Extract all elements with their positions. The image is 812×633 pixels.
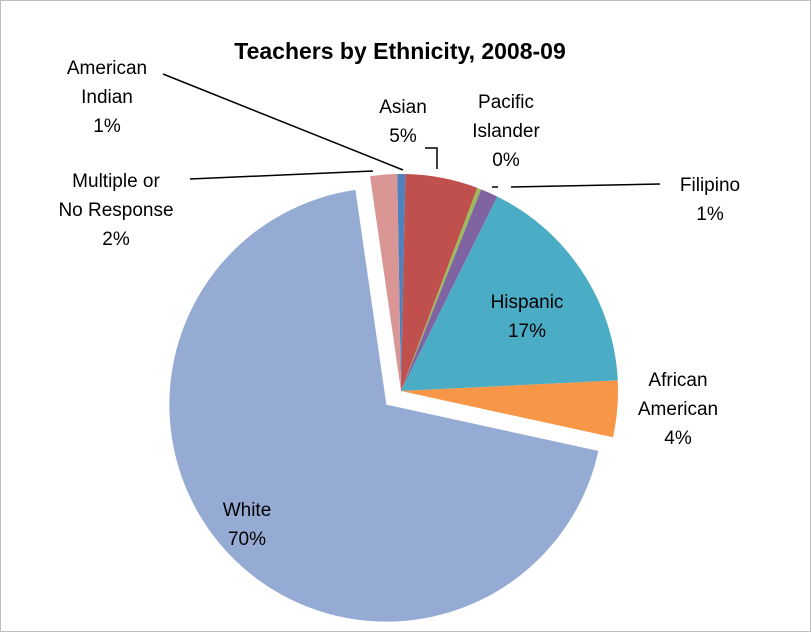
pie-slice-asian: [401, 174, 478, 391]
data-label-line: 70%: [228, 529, 266, 550]
data-label-line: Multiple or: [72, 171, 160, 192]
pie-slice-american-indian: [397, 174, 406, 391]
data-label-american-indian: American Indian 1%: [67, 58, 147, 137]
pie-slice-multiple-or-no-response: [370, 174, 401, 391]
leader-line-american-indian: [162, 73, 404, 171]
data-label-line: 4%: [664, 428, 692, 449]
data-label-line: American: [67, 58, 147, 79]
leader-lines: [162, 73, 661, 188]
data-label-line: 1%: [93, 116, 121, 137]
leader-line-asian: [425, 147, 438, 169]
data-label-hispanic: Hispanic 17%: [491, 292, 564, 342]
data-label-filipino: Filipino 1%: [680, 175, 740, 225]
data-label-line: 5%: [389, 126, 417, 147]
leader-line-filipino: [510, 183, 661, 188]
data-label-african-american: African American 4%: [638, 370, 718, 449]
data-label-line: Asian: [379, 97, 427, 118]
data-label-line: African: [648, 370, 707, 391]
data-label-line: Filipino: [680, 175, 740, 196]
data-label-pacific-islander: Pacific Islander 0%: [472, 92, 540, 171]
pie-slice-african-american: [401, 380, 618, 438]
data-label-line: Islander: [472, 121, 540, 142]
pie-slices: [169, 174, 618, 622]
data-label-line: American: [638, 399, 718, 420]
pie-slice-filipino: [401, 189, 498, 391]
data-label-line: 0%: [492, 150, 520, 171]
leader-line-multiple-or-no-response: [189, 170, 374, 180]
chart-title: Teachers by Ethnicity, 2008-09: [234, 38, 566, 64]
data-label-line: 17%: [508, 321, 546, 342]
data-label-line: 1%: [696, 204, 724, 225]
data-label-asian: Asian 5%: [379, 97, 427, 147]
data-labels: American Indian 1% Asian 5% Pacific Islander 0%…: [58, 58, 740, 550]
data-label-line: Indian: [81, 87, 133, 108]
data-label-line: Pacific: [478, 92, 534, 113]
data-label-white: White 70%: [223, 500, 272, 550]
data-label-line: White: [223, 500, 272, 521]
pie-slice-pacific-islander: [401, 187, 482, 391]
data-label-line: Hispanic: [491, 292, 564, 313]
pie-slice-white: [169, 189, 599, 622]
pie-slice-hispanic: [401, 196, 618, 391]
data-label-multiple-or-no-response: Multiple or No Response 2%: [58, 171, 173, 250]
data-label-line: No Response: [58, 200, 173, 221]
data-label-line: 2%: [102, 229, 130, 250]
